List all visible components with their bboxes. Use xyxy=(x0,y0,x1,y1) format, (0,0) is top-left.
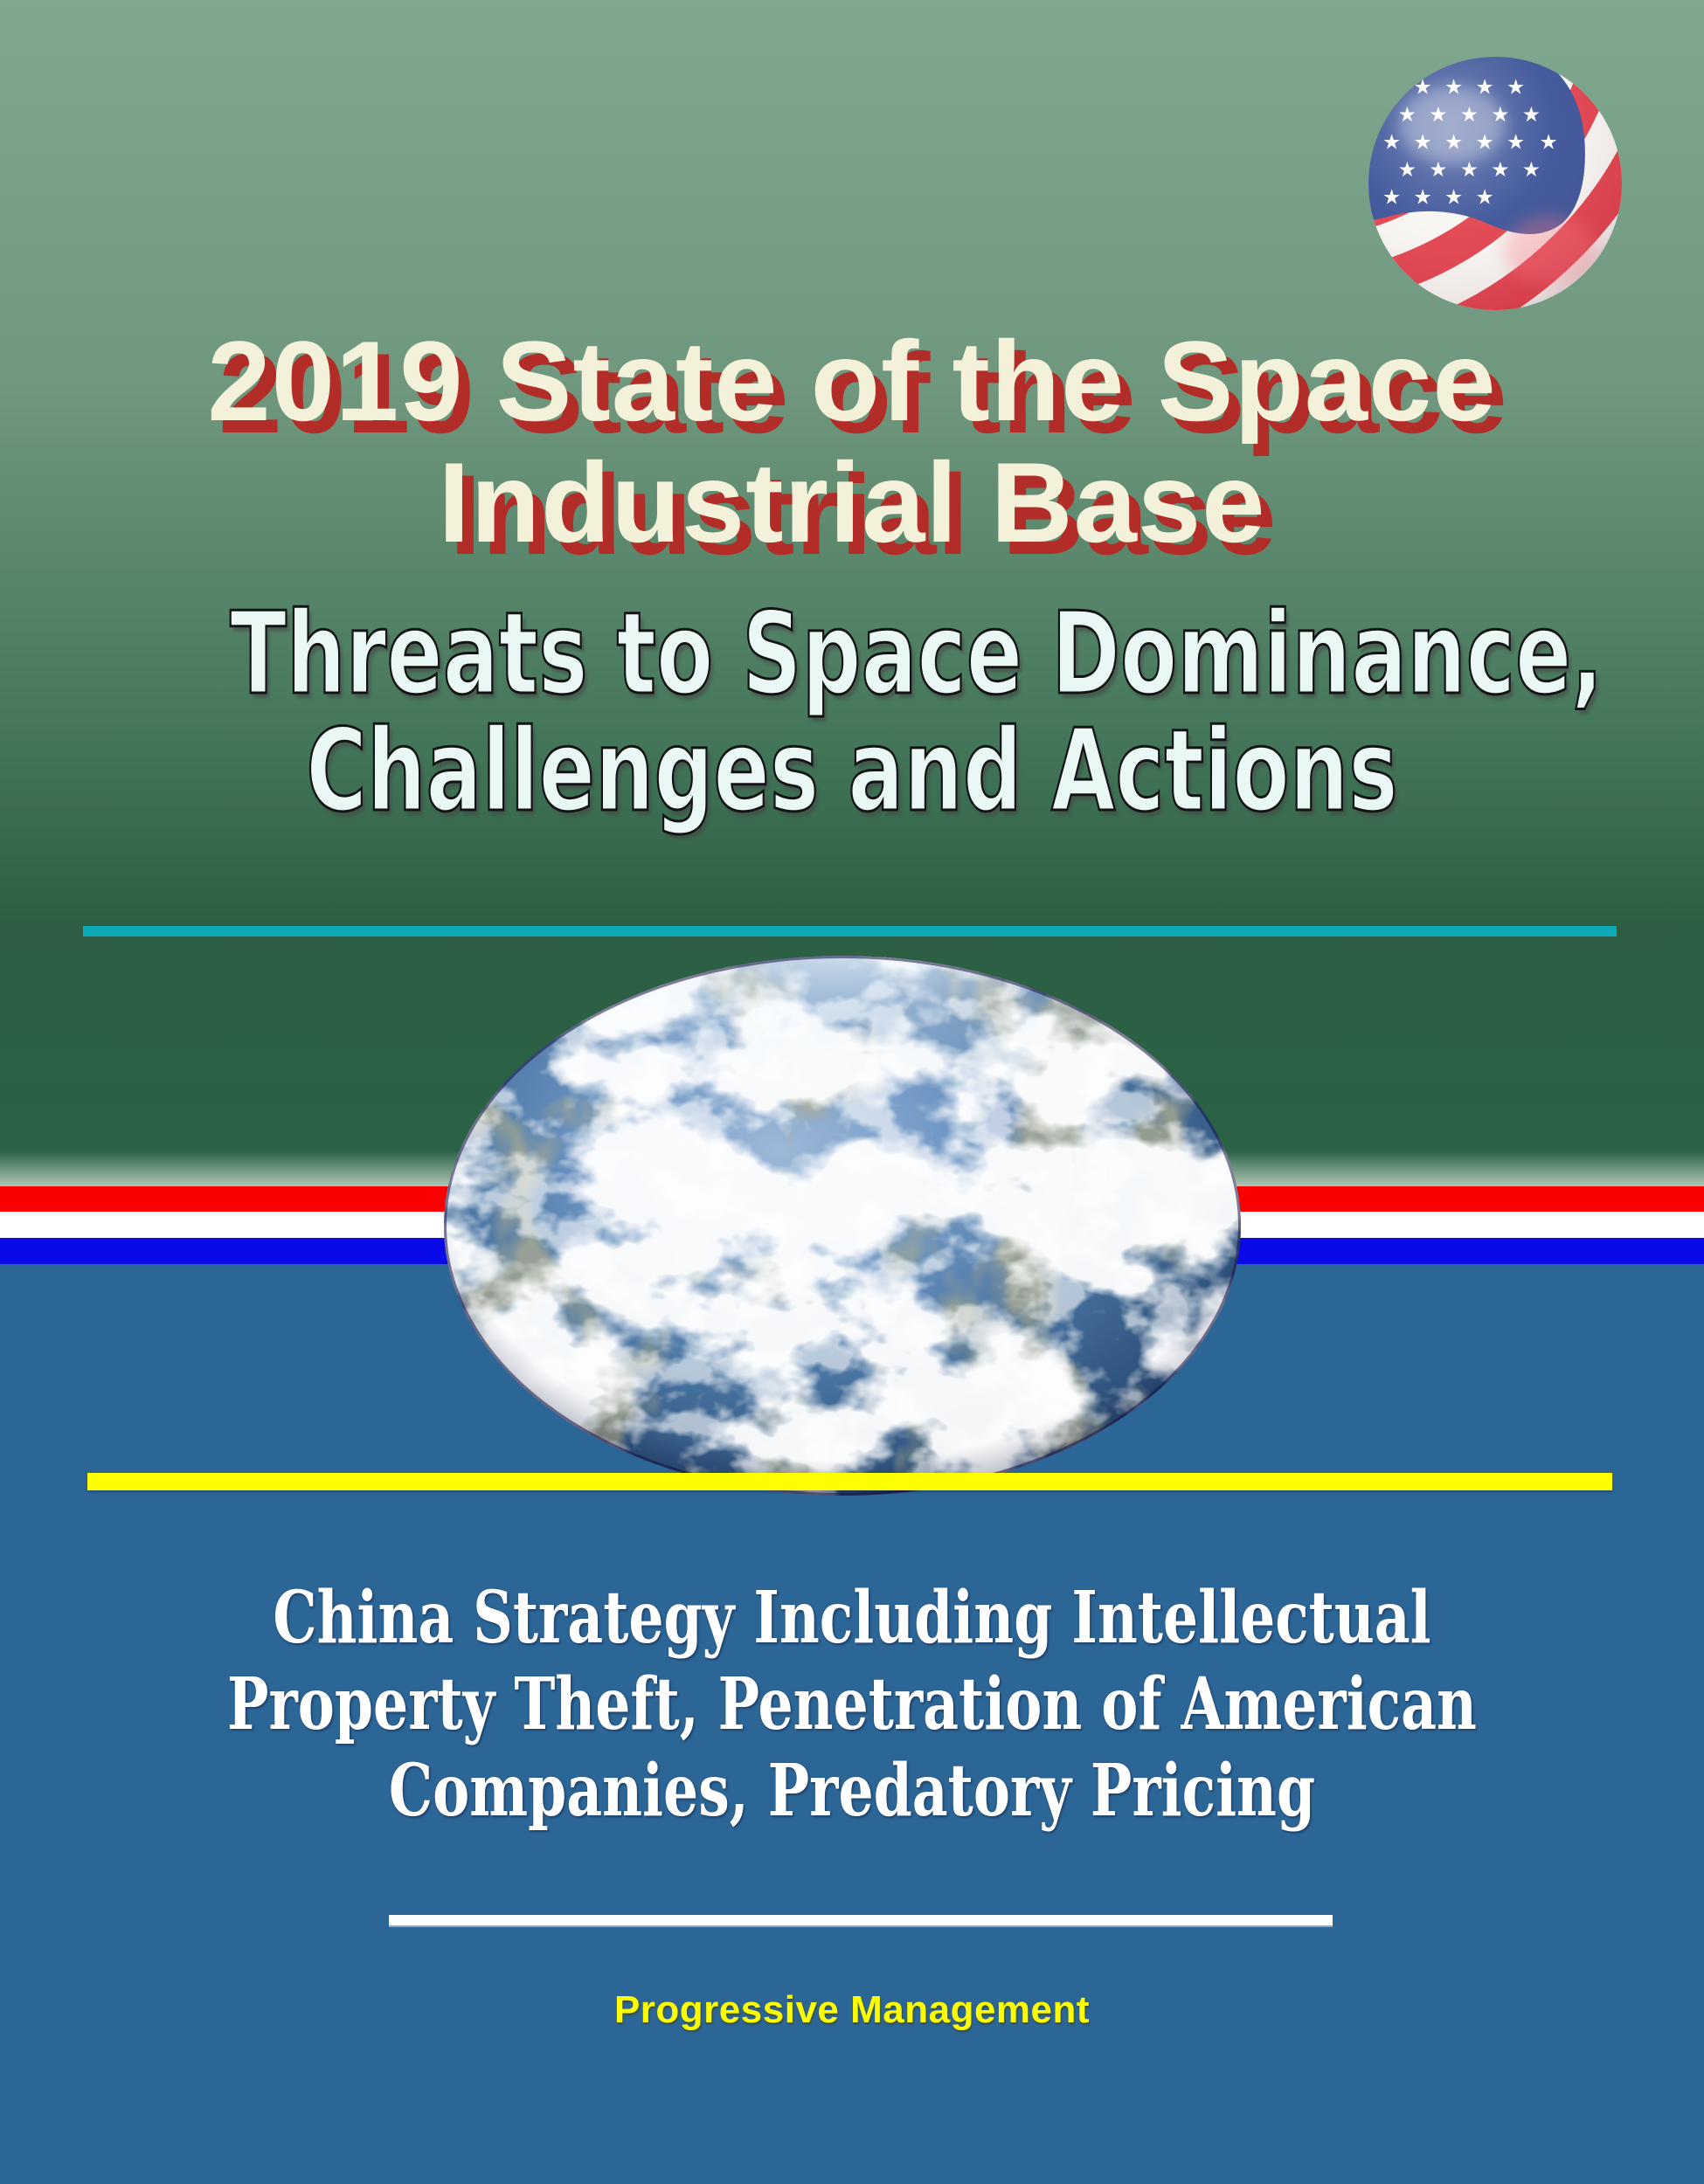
svg-text:★: ★ xyxy=(1382,74,1401,99)
white-divider-bar xyxy=(389,1915,1333,1927)
title-line-2: Industrial Base xyxy=(438,439,1266,566)
subtitle-line-1: Threats to Space Dominance, xyxy=(229,587,1604,720)
earth-globe-surface xyxy=(444,956,1241,1496)
yellow-divider-line xyxy=(87,1473,1612,1490)
title-line-1: 2019 State of the Space xyxy=(207,317,1497,445)
us-flag-globe-icon: ★★ ★★ ★ ★★ ★★ ★ ★★ ★★ ★★ ★★ ★★ ★ ★★ ★★ xyxy=(1368,56,1623,311)
description-line-2: Property Theft, Penetration of American xyxy=(227,1662,1477,1746)
subtitle-line-2: Challenges and Actions xyxy=(305,704,1399,837)
publisher-name: Progressive Management xyxy=(613,1988,1091,2031)
teal-divider-line xyxy=(83,926,1617,936)
earth-image xyxy=(444,956,1241,1496)
description-line-3: Companies, Predatory Pricing xyxy=(388,1749,1316,1833)
description-line-1: China Strategy Including Intellectual xyxy=(273,1576,1431,1660)
